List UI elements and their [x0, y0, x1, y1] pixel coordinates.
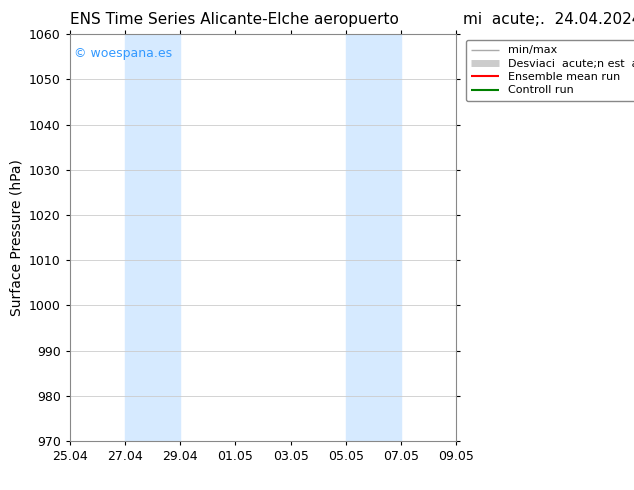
- Text: © woespana.es: © woespana.es: [74, 47, 172, 59]
- Y-axis label: Surface Pressure (hPa): Surface Pressure (hPa): [10, 159, 23, 316]
- Bar: [125, 34, 180, 441]
- Text: ENS Time Series Alicante-Elche aeropuerto: ENS Time Series Alicante-Elche aeropuert…: [70, 12, 399, 27]
- Bar: [346, 34, 401, 441]
- Text: mi  acute;.  24.04.2024 16 UTC: mi acute;. 24.04.2024 16 UTC: [463, 12, 634, 27]
- Legend: min/max, Desviaci  acute;n est  acute;ndar, Ensemble mean run, Controll run: min/max, Desviaci acute;n est acute;ndar…: [466, 40, 634, 101]
